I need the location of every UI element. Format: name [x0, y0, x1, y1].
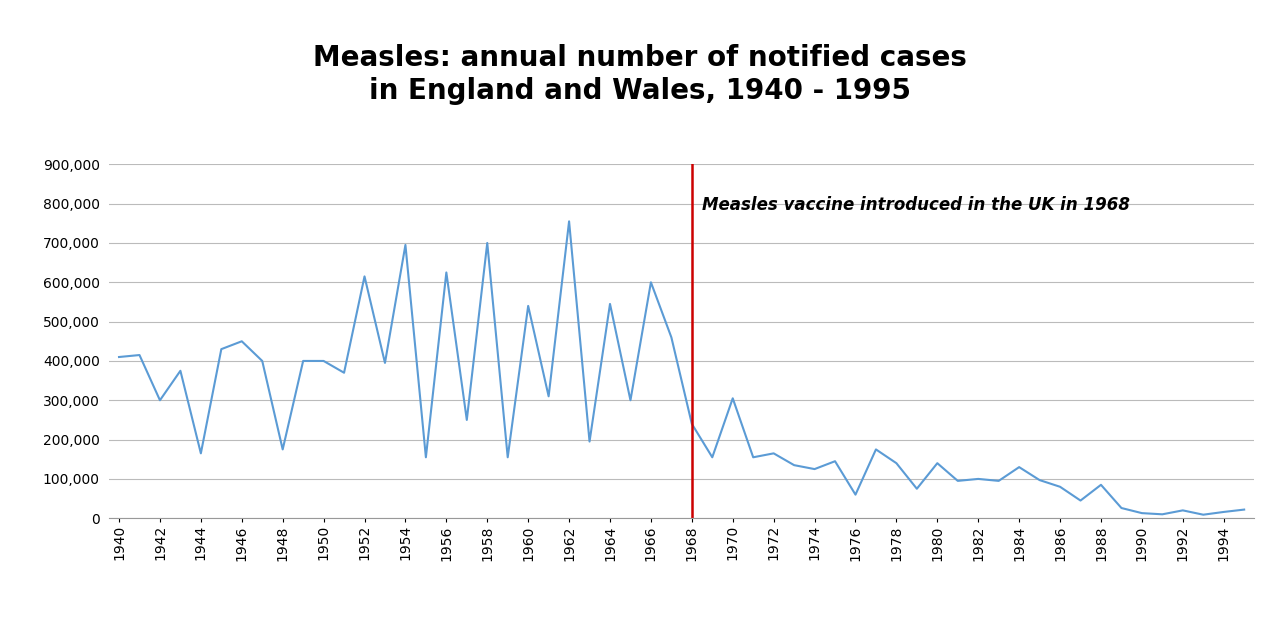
- Text: Measles vaccine introduced in the UK in 1968: Measles vaccine introduced in the UK in …: [701, 196, 1130, 214]
- Text: Measles: annual number of notified cases
in England and Wales, 1940 - 1995: Measles: annual number of notified cases…: [314, 44, 966, 105]
